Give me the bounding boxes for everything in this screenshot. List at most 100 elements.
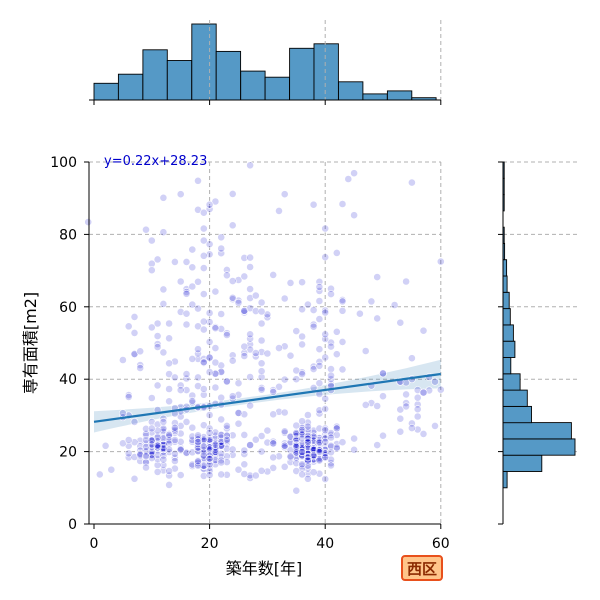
scatter-point: [298, 448, 306, 456]
scatter-point: [303, 425, 312, 434]
scatter-point: [217, 324, 226, 333]
scatter-point: [309, 432, 318, 441]
scatter-point: [159, 193, 168, 202]
scatter-point: [153, 381, 162, 390]
scatter-point: [292, 366, 301, 375]
scatter-point: [170, 257, 179, 266]
scatter-point: [240, 430, 249, 439]
y-hist-bar: [502, 389, 528, 407]
scatter-point: [228, 351, 237, 360]
scatter-point: [263, 313, 272, 322]
scatter-point: [402, 277, 410, 286]
scatter-point: [396, 414, 405, 423]
scatter-point: [222, 421, 231, 430]
scatter-point: [217, 244, 226, 253]
scatter-point: [321, 394, 330, 403]
ward-badge: 西区: [401, 555, 443, 581]
scatter-point: [338, 438, 347, 447]
scatter-point: [194, 176, 202, 185]
scatter-point: [379, 431, 387, 440]
x-hist-bar: [386, 90, 413, 101]
scatter-point: [159, 451, 168, 460]
y-hist-bar: [502, 340, 516, 358]
y-hist-bar: [502, 438, 576, 456]
scatter-point: [327, 448, 335, 457]
scatter-point: [217, 430, 226, 439]
scatter-point: [211, 455, 220, 464]
scatter-point: [327, 338, 335, 347]
scatter-point: [147, 454, 156, 462]
scatter-point: [275, 382, 283, 391]
scatter-point: [350, 434, 358, 443]
scatter-point: [205, 428, 214, 437]
scatter-point: [228, 189, 237, 198]
scatter-point: [246, 253, 254, 262]
y-hist-bar: [502, 308, 511, 326]
scatter-point: [194, 322, 202, 331]
scatter-point: [327, 433, 335, 442]
scatter-point: [309, 468, 318, 477]
scatter-point: [124, 322, 133, 331]
grid-layer: [89, 161, 442, 524]
scatter-point: [379, 392, 387, 401]
scatter-point: [165, 445, 173, 454]
scatter-point: [361, 400, 370, 409]
scatter-point: [407, 419, 416, 428]
scatter-point: [222, 452, 231, 461]
scatter-point: [182, 374, 191, 383]
scatter-point: [309, 320, 318, 329]
y-hist-bar: [502, 373, 521, 391]
x-marginal-histogram: [89, 20, 442, 105]
scatter-point: [147, 443, 156, 452]
scatter-point: [217, 441, 226, 450]
scatter-point: [153, 426, 162, 435]
scatter-point: [130, 312, 139, 321]
scatter-point: [159, 424, 168, 433]
scatter-point: [147, 424, 156, 433]
scatter-point: [101, 441, 110, 450]
scatter-point: [321, 453, 330, 462]
scatter-point: [182, 285, 191, 293]
scatter-point: [153, 343, 162, 351]
scatter-point: [257, 307, 266, 316]
scatter-point: [142, 436, 150, 444]
scatter-point: [246, 334, 254, 343]
scatter-point: [257, 319, 266, 328]
scatter-point: [84, 218, 93, 226]
scatter-point: [159, 434, 168, 443]
scatter-point: [309, 322, 318, 331]
scatter-point: [217, 368, 226, 376]
y-hist-bar: [502, 471, 508, 489]
scatter-point: [402, 402, 410, 411]
scatter-point: [176, 437, 185, 446]
scatter-point: [147, 428, 156, 437]
scatter-point: [251, 471, 260, 480]
scatter-point: [263, 467, 272, 476]
scatter-point: [119, 439, 127, 448]
scatter-point: [303, 300, 312, 309]
scatter-point: [222, 377, 231, 386]
scatter-point: [199, 317, 208, 326]
scatter-point: [199, 442, 208, 451]
scatter-point: [327, 284, 335, 293]
scatter-point: [142, 442, 150, 451]
scatter-point: [286, 278, 295, 287]
scatter-point: [165, 334, 173, 343]
scatter-point: [286, 432, 295, 441]
scatter-point: [130, 438, 139, 447]
scatter-point: [217, 437, 226, 446]
scatter-point: [298, 332, 306, 341]
scatter-point: [419, 429, 428, 438]
scatter-point: [205, 454, 214, 463]
scatter-point: [153, 455, 162, 464]
scatter-point: [176, 445, 185, 454]
scatter-point: [142, 424, 150, 433]
scatter-point: [338, 306, 347, 315]
scatter-point: [292, 327, 301, 335]
x-hist-bar: [215, 50, 242, 101]
scatter-point: [315, 438, 324, 447]
scatter-point: [298, 370, 306, 378]
scatter-point: [130, 474, 139, 483]
scatter-point: [269, 387, 278, 396]
